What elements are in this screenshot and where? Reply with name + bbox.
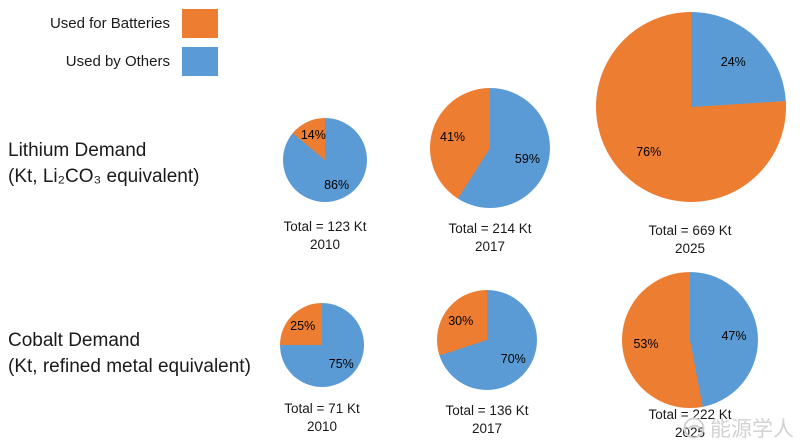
pie-percent-label: 53% — [633, 337, 659, 352]
pie-total: Total = 123 Kt — [283, 219, 367, 234]
row-subtitle-lithium: (Kt, Li₂CO₃ equivalent) — [8, 166, 200, 187]
legend-label-batteries: Used for Batteries — [49, 14, 170, 32]
pie-total: Total = 71 Kt — [284, 401, 360, 416]
pie-total: Total = 136 Kt — [445, 403, 529, 418]
pie-year: 2017 — [474, 239, 506, 254]
legend-swatch-others — [182, 46, 218, 76]
legend-swatch-batteries — [182, 8, 218, 38]
pie-percent-label: 41% — [440, 130, 466, 145]
row-label-lithium: Lithium Demand (Kt, Li₂CO₃ equivalent) — [8, 138, 199, 190]
pie-cobalt-2017: 30% 70% — [437, 290, 537, 390]
pie-caption-cobalt-2010: Total = 71 Kt 2010 — [242, 400, 402, 436]
pie-cobalt-2010: 25% 75% — [280, 303, 364, 387]
row-label-cobalt: Cobalt Demand (Kt, refined metal equival… — [8, 328, 251, 380]
pie-percent-label: 25% — [290, 318, 316, 333]
pie-year: 2010 — [306, 419, 338, 434]
pie-total: Total = 669 Kt — [648, 223, 732, 238]
pie-lithium-2025: 76% 24% — [596, 12, 786, 202]
row-title-cobalt: Cobalt Demand — [8, 330, 141, 351]
pie-percent-label: 76% — [636, 145, 662, 159]
row-subtitle-cobalt: (Kt, refined metal equivalent) — [8, 356, 251, 377]
pie-year: 2025 — [674, 241, 706, 256]
pie-total: Total = 214 Kt — [448, 221, 532, 236]
pie-caption-lithium-2025: Total = 669 Kt 2025 — [610, 222, 770, 258]
pie-caption-cobalt-2017: Total = 136 Kt 2017 — [407, 402, 567, 438]
pie-percent-label: 24% — [720, 54, 746, 69]
pie-year: 2010 — [309, 237, 341, 252]
pie-cobalt-2025: 53% 47% — [622, 272, 758, 408]
legend-item-others: Used by Others — [10, 46, 218, 76]
pie-percent-label: 47% — [721, 328, 747, 343]
pie-total: Total = 222 Kt — [648, 407, 732, 422]
legend-item-batteries: Used for Batteries — [10, 8, 218, 38]
row-title-lithium: Lithium Demand — [8, 140, 147, 161]
watermark: 能源学人 — [683, 413, 794, 443]
pie-percent-label: 14% — [300, 128, 326, 143]
pie-lithium-2010: 14% 86% — [283, 118, 367, 202]
legend: Used for Batteries Used by Others — [10, 8, 218, 84]
pie-percent-label: 59% — [514, 151, 540, 166]
legend-label-others: Used by Others — [65, 52, 170, 70]
pie-percent-label: 86% — [324, 177, 350, 192]
pie-caption-lithium-2010: Total = 123 Kt 2010 — [245, 218, 405, 254]
watermark-logo-icon — [683, 417, 705, 439]
pie-lithium-2017: 41% 59% — [430, 88, 550, 208]
pie-percent-label: 75% — [328, 357, 354, 372]
pie-year: 2017 — [471, 421, 503, 436]
pie-caption-lithium-2017: Total = 214 Kt 2017 — [410, 220, 570, 256]
pie-percent-label: 30% — [448, 313, 474, 328]
pie-percent-label: 70% — [500, 352, 526, 367]
watermark-text: 能源学人 — [710, 418, 794, 441]
